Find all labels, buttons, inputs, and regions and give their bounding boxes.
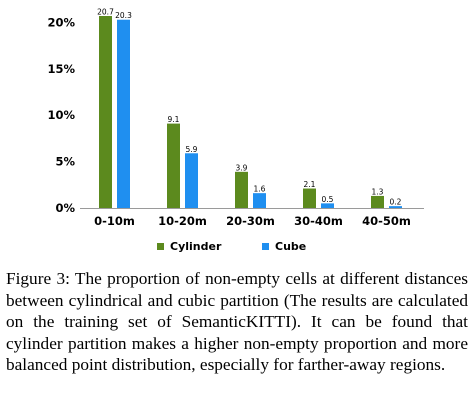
bar-cylinder-10-20m — [167, 123, 180, 208]
bar-chart: 0% 5% 10% 15% 20% 20.7 9.1 3.9 2.1 1.3 20.3 5.9 1.6… — [47, 8, 424, 253]
bar-cube-0-10m — [117, 19, 130, 208]
y-tick-label: 0% — [55, 201, 75, 215]
legend-label-cube: Cube — [275, 240, 306, 253]
x-tick-label: 0-10m — [94, 214, 135, 228]
data-label: 1.3 — [372, 187, 384, 196]
bar-cylinder-0-10m — [99, 16, 112, 208]
legend-swatch-cylinder — [157, 243, 164, 250]
x-tick-label: 40-50m — [362, 214, 411, 228]
bar-cube-30-40m — [321, 203, 334, 208]
bar-cube-20-30m — [253, 193, 266, 208]
bar-cylinder-20-30m — [235, 171, 248, 208]
data-label: 0.2 — [390, 198, 402, 207]
y-axis-ticks: 0% 5% 10% 15% 20% — [47, 15, 75, 215]
data-label: 9.1 — [168, 115, 180, 124]
bar-cube-10-20m — [185, 153, 198, 208]
y-tick-label: 10% — [47, 108, 75, 122]
legend-label-cylinder: Cylinder — [170, 240, 222, 253]
x-tick-label: 10-20m — [158, 214, 207, 228]
data-label: 1.6 — [254, 185, 266, 194]
figure-caption: Figure 3: The proportion of non-empty ce… — [6, 269, 468, 375]
bar-cube-40-50m — [389, 206, 402, 208]
data-label: 5.9 — [186, 145, 198, 154]
data-label: 0.5 — [322, 195, 334, 204]
legend-swatch-cube — [262, 243, 269, 250]
y-tick-label: 20% — [47, 15, 75, 29]
data-label: 20.7 — [97, 8, 114, 17]
x-tick-label: 20-30m — [226, 214, 275, 228]
bar-cylinder-40-50m — [371, 195, 384, 208]
bar-cylinder-30-40m — [303, 188, 316, 208]
legend: Cylinder Cube — [157, 240, 306, 253]
y-tick-label: 15% — [47, 62, 75, 76]
y-tick-label: 5% — [55, 155, 75, 169]
data-label: 2.1 — [304, 180, 316, 189]
bars: 20.7 9.1 3.9 2.1 1.3 20.3 5.9 1.6 0.5 0.2 — [97, 8, 402, 208]
x-tick-label: 30-40m — [294, 214, 343, 228]
data-label: 20.3 — [115, 11, 132, 20]
data-label: 3.9 — [236, 163, 248, 172]
x-axis-ticks: 0-10m 10-20m 20-30m 30-40m 40-50m — [94, 214, 411, 228]
